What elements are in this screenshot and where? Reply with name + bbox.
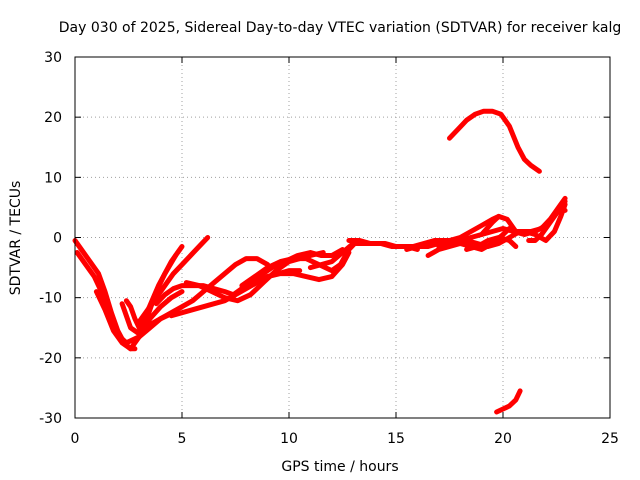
series-arc-21 bbox=[526, 204, 568, 243]
series-arc-19 bbox=[464, 235, 519, 252]
tick-layer: 0 5 10 15 20 25 -30 -20 -10 0 10 20 30 bbox=[39, 50, 619, 447]
series-arc-23 bbox=[494, 388, 523, 415]
series-arc-16 bbox=[404, 213, 502, 252]
x-tick-label: 25 bbox=[601, 431, 619, 447]
grid-layer bbox=[75, 57, 610, 418]
x-tick-label: 5 bbox=[178, 431, 187, 447]
series-arc-6 bbox=[136, 235, 211, 325]
y-tick-label: 0 bbox=[53, 231, 62, 247]
x-tick-label: 10 bbox=[280, 431, 298, 447]
x-tick-label: 20 bbox=[494, 431, 512, 447]
x-tick-label: 0 bbox=[71, 431, 80, 447]
x-axis-label: GPS time / hours bbox=[281, 459, 398, 475]
y-axis-label: SDTVAR / TECUs bbox=[8, 181, 24, 296]
series-layer bbox=[72, 108, 568, 415]
series-arc-22 bbox=[447, 108, 542, 174]
x-tick-label: 15 bbox=[387, 431, 405, 447]
series-arc-3 bbox=[93, 289, 185, 352]
y-tick-label: -10 bbox=[39, 291, 62, 307]
series-arc-7 bbox=[136, 256, 271, 334]
chart-title: Day 030 of 2025, Sidereal Day-to-day VTE… bbox=[59, 20, 621, 36]
series-arc-13 bbox=[265, 250, 352, 283]
y-tick-label: 30 bbox=[44, 50, 62, 66]
y-tick-label: 10 bbox=[44, 170, 62, 186]
y-tick-label: 20 bbox=[44, 110, 62, 126]
series-arc-20 bbox=[479, 201, 568, 243]
y-tick-label: -30 bbox=[39, 411, 62, 427]
y-tick-label: -20 bbox=[39, 351, 62, 367]
